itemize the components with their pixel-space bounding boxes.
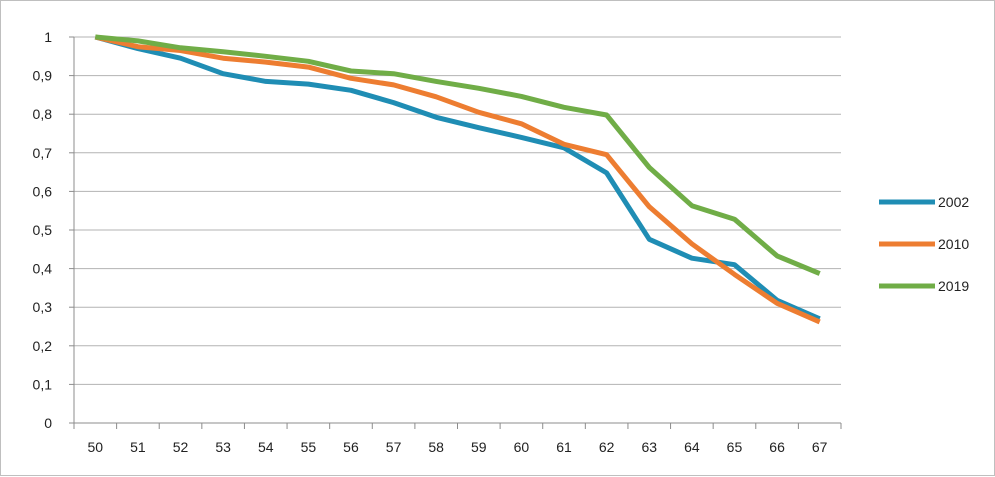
y-tick-label: 0,9 [33,68,53,84]
axes: 0 0,1 0,2 0,3 0,4 0,5 0,6 0,7 0,8 0,9 1 50 51 52 53 54 5… [33,29,842,455]
x-tick-label: 65 [727,439,743,455]
legend-label-2010: 2010 [938,236,969,252]
legend: 2002 2010 2019 [879,194,969,294]
x-tick-label: 66 [769,439,785,455]
y-tick-label: 0,4 [33,261,53,277]
y-tick-label: 0,2 [33,338,53,354]
x-tick-label: 50 [88,439,104,455]
y-tick-label: 1 [44,29,52,45]
x-tick-label: 59 [471,439,487,455]
series-line-2002 [94,34,821,322]
x-tick-label: 53 [215,439,231,455]
x-tick-label: 64 [684,439,700,455]
series-line-2010 [94,34,821,325]
legend-label-2002: 2002 [938,194,969,210]
x-tick-label: 67 [812,439,828,455]
x-tick-label: 52 [173,439,189,455]
y-tick-label: 0 [44,415,52,431]
x-tick-label: 51 [130,439,146,455]
y-tick-label: 0,6 [33,183,53,199]
gridlines [74,36,841,385]
y-tick-label: 0,8 [33,106,53,122]
x-tick-label: 54 [258,439,274,455]
x-tick-label: 60 [514,439,530,455]
y-tick-label: 0,3 [33,299,53,315]
x-tick-label: 57 [386,439,402,455]
y-tick-label: 0,5 [33,222,53,238]
y-tick-label: 0,7 [33,145,53,161]
legend-label-2019: 2019 [938,278,969,294]
series-lines [94,34,821,325]
x-tick-label: 63 [641,439,657,455]
series-line-2019 [95,34,821,276]
x-tick-label: 58 [428,439,444,455]
x-tick-label: 55 [301,439,317,455]
x-tick-label: 61 [556,439,572,455]
y-tick-label: 0,1 [33,376,53,392]
x-tick-label: 62 [599,439,615,455]
x-tick-label: 56 [343,439,359,455]
